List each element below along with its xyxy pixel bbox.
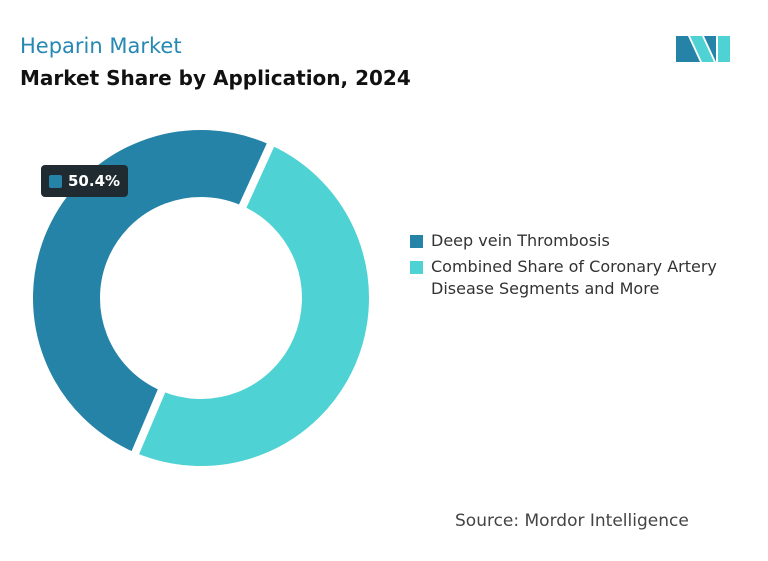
donut-segment [128, 136, 377, 474]
chart-subtitle: Market Share by Application, 2024 [20, 66, 411, 90]
legend-label: Combined Share of Coronary Artery Diseas… [431, 257, 717, 298]
source: Source: Mordor Intelligence [455, 511, 689, 531]
donut-segment [25, 122, 278, 462]
legend-swatch [410, 235, 423, 248]
legend-item: Deep vein Thrombosis [410, 230, 760, 252]
data-label-text: 50.4% [68, 172, 121, 190]
chart-title: Heparin Market [20, 34, 182, 58]
legend-swatch [410, 261, 423, 274]
logo [676, 36, 730, 62]
legend-label: Deep vein Thrombosis [431, 231, 610, 250]
data-label-swatch [49, 174, 62, 188]
legend: Deep vein Thrombosis Combined Share of Co… [410, 230, 760, 304]
legend-item: Combined Share of Coronary Artery Diseas… [410, 256, 760, 300]
data-label: 50.4% [41, 165, 129, 197]
